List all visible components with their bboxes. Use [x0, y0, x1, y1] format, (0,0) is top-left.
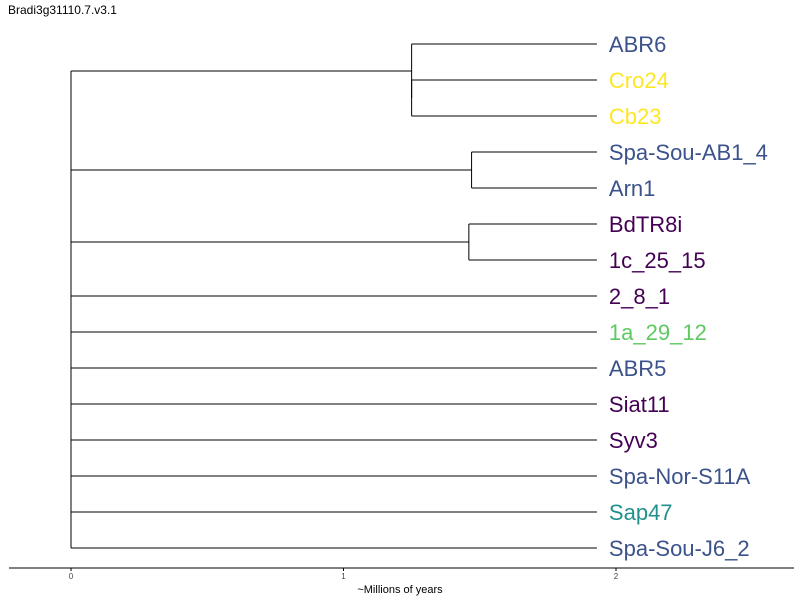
leaf-label: Spa-Nor-S11A [609, 464, 751, 489]
x-tick-label: 1 [341, 572, 346, 581]
x-axis-label: ~Millions of years [357, 584, 443, 596]
leaf-label: BdTR8i [609, 212, 682, 237]
x-axis: 0 1 2 [9, 567, 794, 581]
x-tick-label: 2 [614, 572, 619, 581]
leaf-label: Arn1 [609, 176, 655, 201]
leaf-label: Sap47 [609, 500, 673, 525]
leaf-label: Syv3 [609, 428, 658, 453]
chart-title: Bradi3g31110.7.v3.1 [8, 3, 117, 17]
leaf-label: 1c_25_15 [609, 248, 706, 273]
leaf-label: ABR6 [609, 32, 666, 57]
leaf-label: 2_8_1 [609, 284, 670, 309]
leaf-label: Siat11 [609, 392, 670, 417]
leaf-labels: ABR6 Cro24 Cb23 Spa-Sou-AB1_4 Arn1 BdTR8i 1c_2… [609, 32, 768, 561]
leaf-label: ABR5 [609, 356, 666, 381]
x-tick-label: 0 [69, 572, 74, 581]
branches [70, 43, 597, 549]
leaf-label: Spa-Sou-J6_2 [609, 536, 750, 561]
leaf-label: Spa-Sou-AB1_4 [609, 140, 768, 165]
leaf-label: Cb23 [609, 104, 662, 129]
leaf-label: Cro24 [609, 68, 669, 93]
leaf-label: 1a_29_12 [609, 320, 707, 345]
